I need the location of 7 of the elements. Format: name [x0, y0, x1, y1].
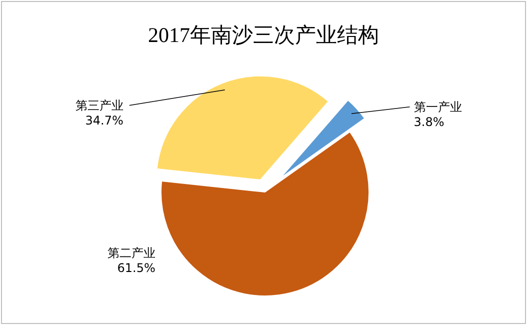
chart-title: 2017年南沙三次产业结构 — [148, 23, 379, 47]
data-label: 3.8% — [414, 114, 444, 129]
slice-label: 第三产业 — [75, 98, 124, 112]
data-label: 61.5% — [117, 261, 156, 276]
slice-label: 第二产业 — [107, 246, 156, 260]
data-label: 34.7% — [85, 113, 124, 128]
slice-label: 第一产业 — [414, 100, 462, 114]
